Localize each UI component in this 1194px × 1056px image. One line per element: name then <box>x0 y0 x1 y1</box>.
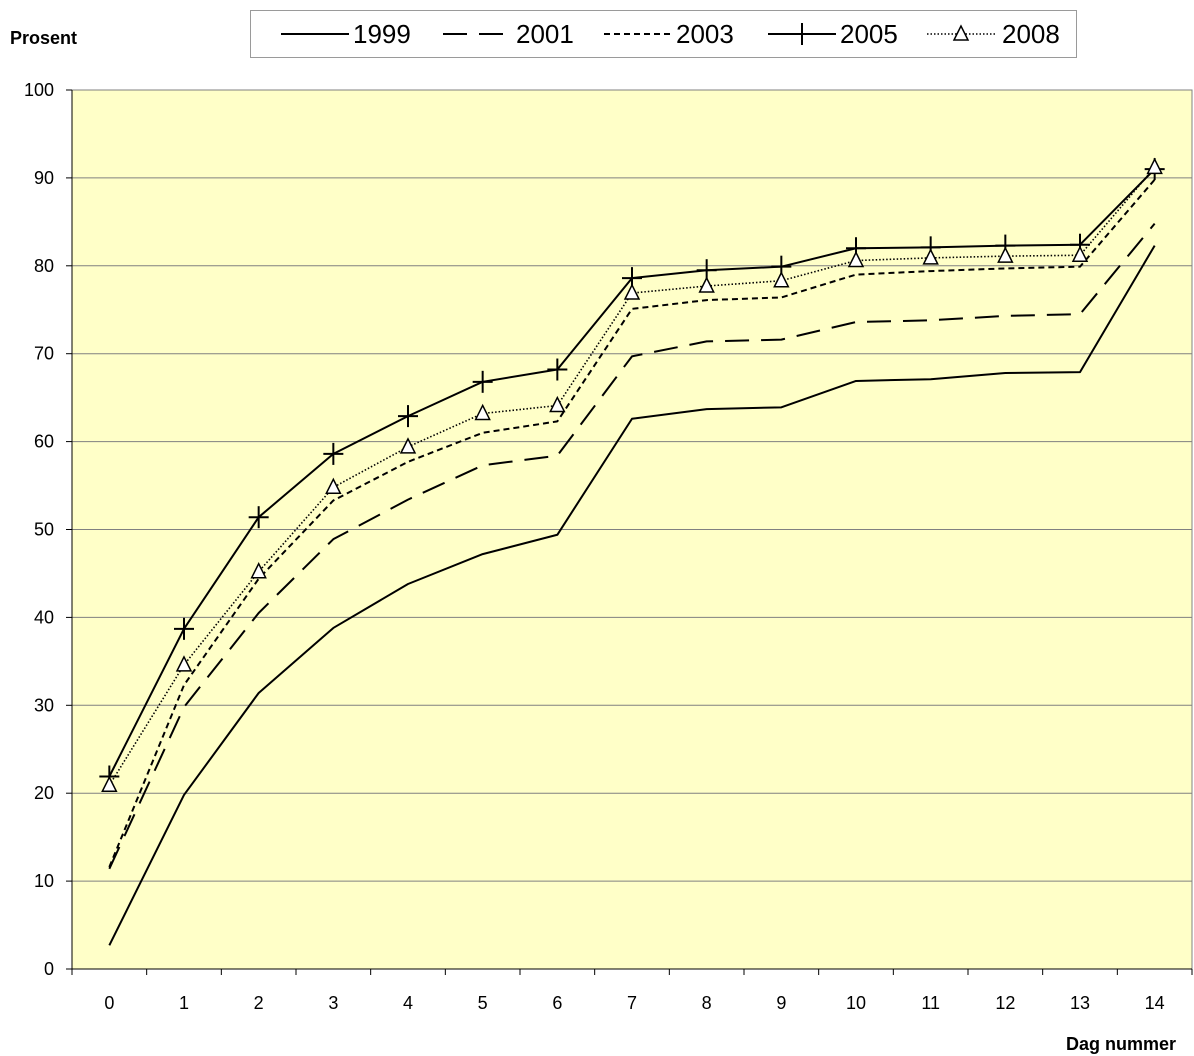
x-tick-label: 6 <box>552 993 562 1013</box>
x-tick-label: 3 <box>328 993 338 1013</box>
series-line-2008 <box>108 166 1156 786</box>
x-tick-label: 14 <box>1145 993 1165 1013</box>
legend-label-1999: 1999 <box>353 19 411 49</box>
point-2008-14 <box>1146 157 1163 175</box>
y-tick-label: 40 <box>34 607 54 627</box>
series-line-1999 <box>108 245 1156 946</box>
series-line-2001 <box>108 222 1156 870</box>
legend-marker-2005 <box>792 23 812 45</box>
y-tick-label: 100 <box>24 80 54 100</box>
point-2005-6 <box>547 358 568 381</box>
x-tick-label: 1 <box>179 993 189 1013</box>
point-2008-8 <box>698 276 715 293</box>
y-tick-label: 30 <box>34 695 54 715</box>
point-2008-2 <box>250 562 267 579</box>
x-tick-label: 13 <box>1070 993 1090 1013</box>
x-tick-label: 9 <box>776 993 786 1013</box>
point-2008-1 <box>175 655 193 672</box>
point-2008-11 <box>922 248 939 265</box>
point-2008-13 <box>1071 245 1089 263</box>
point-2005-1 <box>174 617 194 640</box>
legend-label-2005: 2005 <box>840 19 898 49</box>
x-tick-label: 0 <box>104 993 114 1013</box>
y-tick-label: 60 <box>34 432 54 452</box>
x-tick-label: 7 <box>627 993 637 1013</box>
legend-marker-2008 <box>952 24 970 41</box>
point-2008-5 <box>474 403 491 421</box>
point-2008-9 <box>773 271 790 288</box>
point-2005-2 <box>248 506 269 529</box>
legend-label-2008: 2008 <box>1002 19 1060 49</box>
point-2008-12 <box>997 246 1014 263</box>
point-2008-10 <box>847 250 865 268</box>
x-tick-label: 4 <box>403 993 413 1013</box>
y-tick-label: 90 <box>34 168 54 188</box>
y-tick-label: 70 <box>34 344 54 364</box>
y-tick-label: 80 <box>34 256 54 276</box>
y-axis-title: Prosent <box>10 28 78 48</box>
x-axis-title: Dag nummer <box>1065 1034 1176 1054</box>
y-tick-label: 50 <box>34 520 54 540</box>
x-tick-label: 8 <box>702 993 712 1013</box>
point-2008-4 <box>399 437 417 454</box>
legend-label-2001: 2001 <box>516 19 574 49</box>
point-2008-3 <box>325 477 342 495</box>
y-tick-label: 20 <box>34 783 54 803</box>
point-2008-6 <box>549 395 566 413</box>
y-tick-label: 10 <box>34 871 54 891</box>
y-tick-label: 0 <box>44 959 54 979</box>
point-2005-4 <box>398 405 418 428</box>
point-2005-3 <box>323 442 344 465</box>
legend-label-2003: 2003 <box>676 19 734 49</box>
point-2008-7 <box>623 283 641 300</box>
point-2008-0 <box>101 775 118 793</box>
series-line-2003 <box>108 179 1156 868</box>
x-tick-label: 5 <box>478 993 488 1013</box>
x-tick-label: 2 <box>254 993 264 1013</box>
point-2005-5 <box>472 370 493 393</box>
x-tick-label: 10 <box>846 993 866 1013</box>
legend-graphics <box>281 23 995 45</box>
x-tick-label: 12 <box>995 993 1015 1013</box>
x-tick-label: 11 <box>921 993 940 1013</box>
legend: 1999 2001 2003 2005 2008 <box>250 10 1077 58</box>
